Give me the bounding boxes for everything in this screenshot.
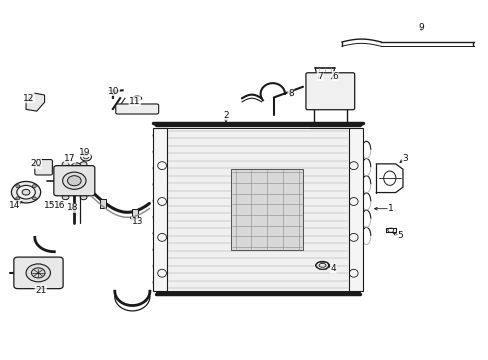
Ellipse shape [71,163,81,170]
Text: 1: 1 [387,204,393,213]
Text: 8: 8 [287,89,293,98]
Ellipse shape [62,195,69,200]
FancyBboxPatch shape [54,166,95,196]
Text: 7: 7 [317,72,322,81]
Bar [132,209,138,218]
Text: 11: 11 [129,96,140,105]
Bar [166,128,348,291]
Ellipse shape [80,195,87,200]
Text: 17: 17 [64,154,76,163]
Polygon shape [26,93,44,111]
Text: 20: 20 [30,159,41,168]
Ellipse shape [26,264,50,282]
Bar [348,128,362,291]
FancyBboxPatch shape [14,257,63,289]
Text: 5: 5 [397,231,403,240]
Text: 15: 15 [43,201,55,210]
Text: 10: 10 [108,86,120,95]
Ellipse shape [74,165,78,168]
Text: 2: 2 [223,111,228,120]
Ellipse shape [22,189,30,195]
FancyBboxPatch shape [116,104,158,114]
Text: 3: 3 [402,154,407,163]
Text: 14: 14 [9,201,20,210]
Bar [100,199,106,208]
Ellipse shape [80,162,87,167]
Text: 4: 4 [330,264,335,273]
Text: 21: 21 [35,286,46,295]
Text: 19: 19 [79,148,90,157]
Ellipse shape [32,185,36,188]
Ellipse shape [32,197,36,200]
Ellipse shape [81,153,91,161]
Text: 13: 13 [131,217,142,226]
Ellipse shape [62,162,69,167]
Ellipse shape [17,185,35,199]
FancyBboxPatch shape [305,73,354,110]
Bar [230,169,303,250]
Bar [153,128,166,291]
Ellipse shape [31,268,45,278]
Ellipse shape [62,172,86,189]
Text: 16: 16 [54,201,66,210]
FancyBboxPatch shape [35,159,52,175]
Ellipse shape [16,197,20,200]
Ellipse shape [16,185,20,188]
Ellipse shape [67,176,81,186]
Text: 18: 18 [67,203,79,212]
Text: 12: 12 [23,94,35,103]
Ellipse shape [11,181,41,203]
Text: 6: 6 [332,72,337,81]
Text: 9: 9 [417,23,423,32]
